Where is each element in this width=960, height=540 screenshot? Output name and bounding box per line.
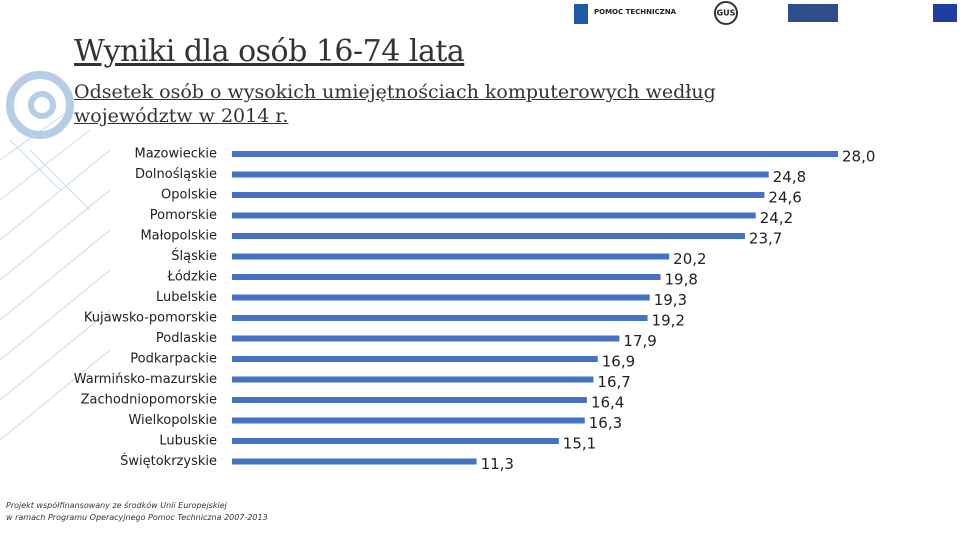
value-label: 23,7 bbox=[749, 230, 782, 248]
y-tick-label: Warmińsko-mazurskie bbox=[74, 372, 217, 387]
value-label: 11,3 bbox=[481, 455, 514, 473]
chart-subtitle: Odsetek osób o wysokich umiejętnościach … bbox=[74, 81, 716, 127]
logos: POMOC TECHNICZNA GUS bbox=[574, 1, 957, 25]
bar bbox=[232, 233, 745, 239]
value-label: 28,0 bbox=[842, 148, 875, 166]
bar bbox=[232, 212, 756, 219]
bar bbox=[232, 417, 585, 424]
footer: Projekt współfinansowany ze środków Unii… bbox=[6, 500, 268, 524]
value-label: 15,1 bbox=[563, 435, 596, 453]
y-tick-label: Zachodniopomorskie bbox=[81, 393, 217, 408]
bar bbox=[232, 192, 765, 198]
y-tick-label: Kujawsko-pomorskie bbox=[84, 311, 217, 326]
logo-icon bbox=[788, 4, 838, 22]
value-label: 19,8 bbox=[665, 271, 698, 289]
y-tick-label: Dolnośląskie bbox=[135, 167, 217, 182]
y-tick-label: Opolskie bbox=[161, 188, 217, 203]
decoration bbox=[0, 71, 111, 441]
bar bbox=[232, 335, 620, 342]
bar bbox=[232, 171, 769, 178]
value-label: 19,3 bbox=[654, 291, 687, 309]
value-label: 24,8 bbox=[773, 168, 806, 186]
y-tick-label: Lubuskie bbox=[159, 434, 217, 449]
bar bbox=[232, 151, 838, 157]
bar bbox=[232, 315, 648, 321]
bar bbox=[232, 274, 661, 280]
value-label: 24,6 bbox=[768, 189, 801, 207]
y-tick-label: Łódzkie bbox=[167, 270, 217, 285]
y-tick-label: Świętokrzyskie bbox=[120, 453, 217, 469]
value-label: 16,9 bbox=[602, 353, 635, 371]
bar bbox=[232, 458, 477, 465]
footer-line: w ramach Programu Operacyjnego Pomoc Tec… bbox=[6, 513, 268, 522]
value-label: 16,4 bbox=[591, 394, 624, 412]
bar bbox=[232, 438, 559, 444]
bar bbox=[232, 294, 650, 301]
bar bbox=[232, 356, 598, 362]
y-tick-label: Podkarpackie bbox=[130, 352, 217, 367]
y-tick-label: Wielkopolskie bbox=[128, 413, 217, 428]
y-tick-label: Mazowieckie bbox=[135, 147, 218, 162]
bar bbox=[232, 253, 670, 260]
y-tick-label: Podlaskie bbox=[156, 331, 217, 346]
value-label: 20,2 bbox=[673, 250, 706, 268]
logo-text: POMOC TECHNICZNA bbox=[594, 8, 677, 16]
value-label: 16,7 bbox=[597, 373, 630, 391]
value-label: 24,2 bbox=[760, 209, 793, 227]
bar bbox=[232, 397, 587, 403]
value-label: 16,3 bbox=[589, 414, 622, 432]
chart-title: Wyniki dla osób 16-74 lata bbox=[74, 34, 465, 69]
y-tick-label: Śląskie bbox=[171, 248, 217, 264]
value-label: 17,9 bbox=[623, 332, 656, 350]
y-tick-label: Lubelskie bbox=[156, 290, 217, 305]
y-tick-label: Pomorskie bbox=[150, 208, 217, 223]
y-tick-label: Małopolskie bbox=[140, 229, 217, 244]
logo-eu bbox=[933, 4, 957, 22]
footer-line: Projekt współfinansowany ze środków Unii… bbox=[6, 501, 227, 510]
logo-icon bbox=[574, 4, 588, 24]
bar bbox=[232, 376, 594, 383]
value-label: 19,2 bbox=[652, 312, 685, 330]
logo-icon bbox=[714, 1, 738, 25]
logo-text: GUS bbox=[717, 9, 736, 18]
